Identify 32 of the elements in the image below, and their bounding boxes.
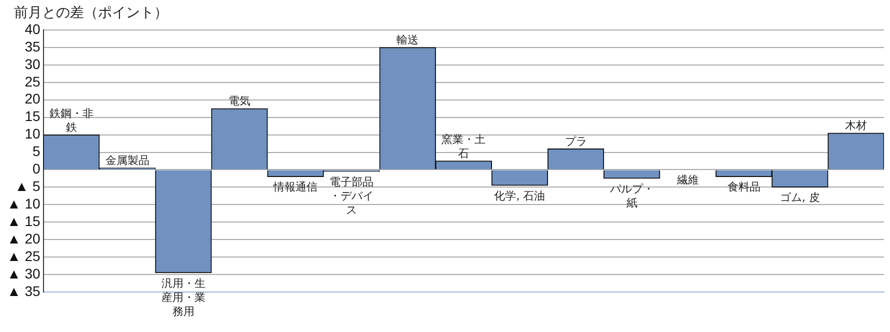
x-tick-label: 食料品	[727, 180, 760, 194]
x-tick-label: 電気	[228, 94, 250, 108]
y-tick-label: ▲ 25	[6, 248, 41, 264]
y-axis-title: 前月との差（ポイント）	[14, 4, 168, 22]
y-tick-label: 30	[24, 56, 41, 72]
y-tick-label: ▲ 35	[6, 282, 41, 299]
x-tick-label: 化学, 石油	[494, 189, 546, 202]
x-tick-label: 汎用・生産用・業務用	[161, 276, 206, 318]
x-tick-label: パルプ・紙	[608, 182, 654, 210]
x-tick-label: 情報通信	[272, 180, 318, 194]
y-tick-label: 40	[24, 20, 41, 37]
y-tick-label: ▲ 30	[6, 265, 41, 282]
y-tick-label: 5	[32, 143, 41, 160]
x-tick-label: 繊維	[676, 174, 699, 187]
y-tick-label: 35	[24, 38, 41, 54]
y-tick-label: 20	[24, 90, 41, 107]
y-tick-label: ▲ 10	[6, 196, 41, 212]
x-tick-label: ゴム, 皮	[780, 191, 820, 204]
x-tick-label: 電子部品・デバイス	[330, 175, 374, 216]
y-tick-label: 0	[32, 160, 41, 177]
y-tick-label: ▲ 5	[14, 178, 41, 194]
x-tick-label: 金属製品	[105, 154, 150, 167]
x-tick-label: 鉄鋼・非鉄	[49, 106, 94, 134]
y-tick-label: 10	[24, 126, 41, 142]
y-tick-label: ▲ 20	[6, 230, 41, 246]
x-tick-label: 木材	[844, 119, 867, 132]
x-tick-label: 窯業・土石	[442, 133, 486, 160]
x-tick-label: プラ	[564, 134, 587, 148]
y-tick-label: 15	[24, 108, 41, 124]
y-tick-label: 25	[24, 73, 41, 90]
y-tick-label: ▲ 15	[6, 212, 41, 229]
x-tick-label: 輸送	[396, 33, 419, 46]
